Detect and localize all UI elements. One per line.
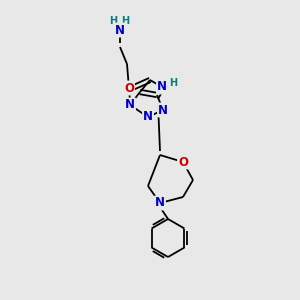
Text: H: H (169, 78, 177, 88)
Text: N: N (143, 110, 153, 124)
Text: H: H (109, 16, 117, 26)
Text: H: H (121, 16, 129, 26)
Text: N: N (158, 103, 168, 116)
Text: N: N (155, 196, 165, 209)
Text: O: O (124, 82, 134, 94)
Text: N: N (115, 23, 125, 37)
Text: O: O (178, 155, 188, 169)
Text: N: N (157, 80, 167, 94)
Text: N: N (125, 98, 135, 112)
